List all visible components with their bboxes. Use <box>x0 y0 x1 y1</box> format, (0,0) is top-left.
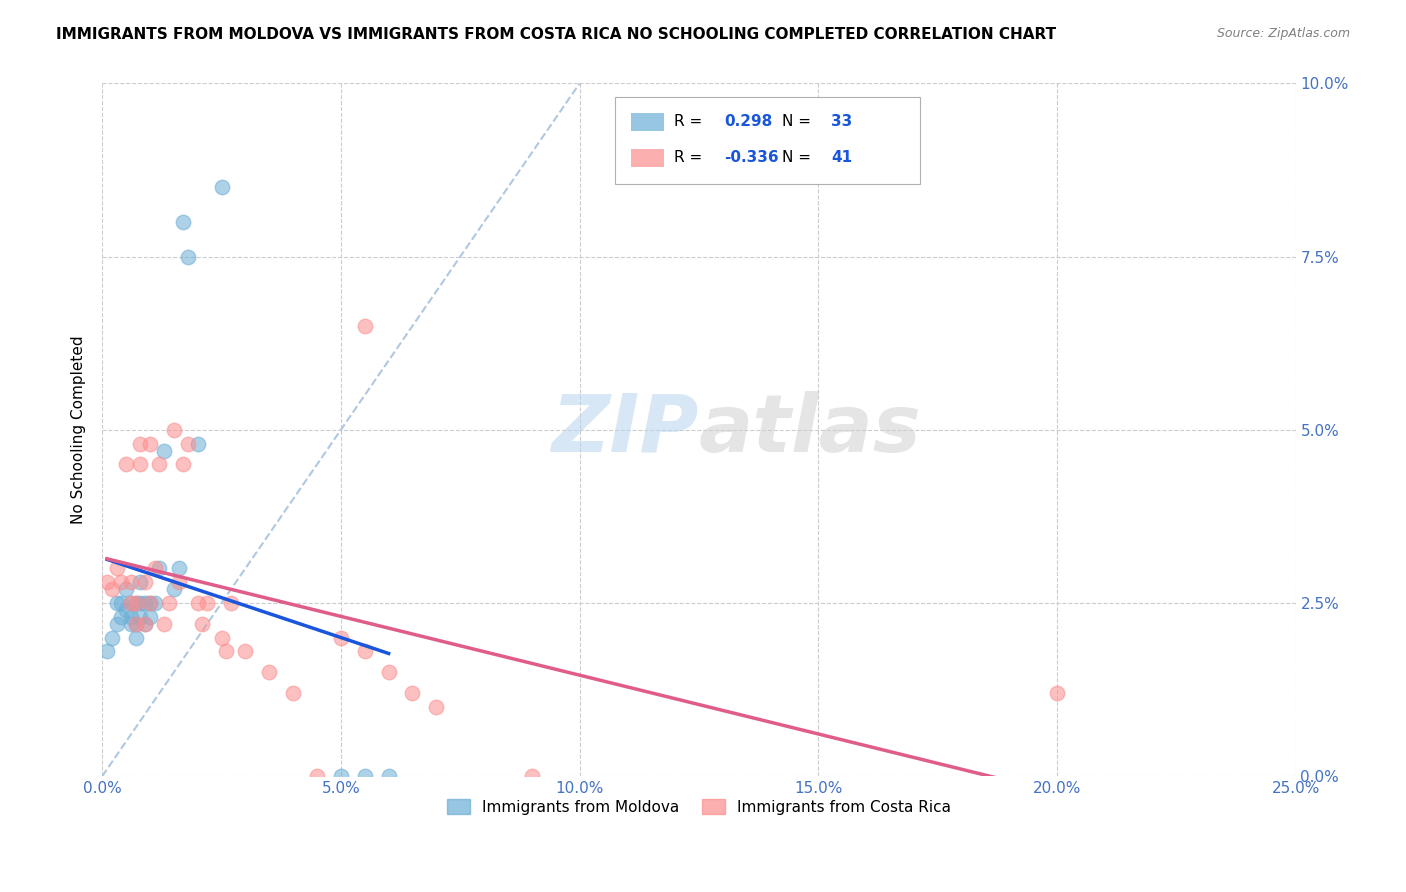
Point <box>105 561 128 575</box>
Point <box>129 596 152 610</box>
Point <box>96 575 118 590</box>
Point <box>134 616 156 631</box>
Point <box>148 458 170 472</box>
Point <box>100 582 122 596</box>
Point <box>129 575 152 590</box>
Text: R =: R = <box>673 150 707 165</box>
Point <box>129 610 152 624</box>
Point <box>139 596 162 610</box>
Point <box>124 616 146 631</box>
Point <box>153 616 176 631</box>
Point <box>110 596 132 610</box>
Point <box>96 644 118 658</box>
Point <box>143 596 166 610</box>
Point <box>120 610 142 624</box>
Point <box>353 644 375 658</box>
Point <box>100 631 122 645</box>
Point <box>401 686 423 700</box>
Point <box>139 596 162 610</box>
Point <box>120 596 142 610</box>
Point <box>520 769 543 783</box>
Text: N =: N = <box>782 150 817 165</box>
FancyBboxPatch shape <box>616 97 920 184</box>
Point <box>195 596 218 610</box>
Point <box>153 443 176 458</box>
Point <box>124 631 146 645</box>
Point <box>167 575 190 590</box>
Point <box>110 610 132 624</box>
Point <box>124 596 146 610</box>
Point <box>134 575 156 590</box>
Point <box>191 616 214 631</box>
Point <box>177 436 200 450</box>
Point <box>129 458 152 472</box>
Point <box>134 616 156 631</box>
Text: atlas: atlas <box>699 391 922 469</box>
Point <box>167 561 190 575</box>
Point <box>129 436 152 450</box>
Point <box>235 644 257 658</box>
Point <box>139 436 162 450</box>
Point <box>120 616 142 631</box>
Point <box>134 596 156 610</box>
Point <box>115 603 138 617</box>
Point <box>425 699 447 714</box>
Point <box>259 665 281 680</box>
FancyBboxPatch shape <box>631 149 664 167</box>
Point <box>115 458 138 472</box>
Text: -0.336: -0.336 <box>724 150 779 165</box>
Text: R =: R = <box>673 114 707 129</box>
Point <box>115 582 138 596</box>
Point <box>187 436 209 450</box>
Text: 41: 41 <box>831 150 852 165</box>
Point <box>1046 686 1069 700</box>
Y-axis label: No Schooling Completed: No Schooling Completed <box>72 335 86 524</box>
Point <box>211 180 233 194</box>
Point <box>377 665 399 680</box>
Point <box>305 769 328 783</box>
Point <box>124 616 146 631</box>
Point <box>177 250 200 264</box>
Point <box>219 596 242 610</box>
Point <box>215 644 238 658</box>
Text: ZIP: ZIP <box>551 391 699 469</box>
Legend: Immigrants from Moldova, Immigrants from Costa Rica: Immigrants from Moldova, Immigrants from… <box>437 789 960 824</box>
Point <box>120 596 142 610</box>
Text: Source: ZipAtlas.com: Source: ZipAtlas.com <box>1216 27 1350 40</box>
Point <box>283 686 305 700</box>
Text: N =: N = <box>782 114 817 129</box>
Text: IMMIGRANTS FROM MOLDOVA VS IMMIGRANTS FROM COSTA RICA NO SCHOOLING COMPLETED COR: IMMIGRANTS FROM MOLDOVA VS IMMIGRANTS FR… <box>56 27 1056 42</box>
Point <box>353 769 375 783</box>
Point <box>163 582 186 596</box>
Point <box>143 561 166 575</box>
Point <box>105 596 128 610</box>
Point <box>139 610 162 624</box>
Point <box>172 458 194 472</box>
FancyBboxPatch shape <box>631 112 664 130</box>
Point <box>211 631 233 645</box>
Point <box>172 215 194 229</box>
Point <box>187 596 209 610</box>
Point <box>353 318 375 333</box>
Point <box>110 575 132 590</box>
Point <box>148 561 170 575</box>
Point <box>124 596 146 610</box>
Point <box>377 769 399 783</box>
Point <box>163 423 186 437</box>
Point <box>329 769 352 783</box>
Point <box>105 616 128 631</box>
Point <box>329 631 352 645</box>
Text: 0.298: 0.298 <box>724 114 772 129</box>
Point <box>120 575 142 590</box>
Text: 33: 33 <box>831 114 852 129</box>
Point <box>157 596 180 610</box>
